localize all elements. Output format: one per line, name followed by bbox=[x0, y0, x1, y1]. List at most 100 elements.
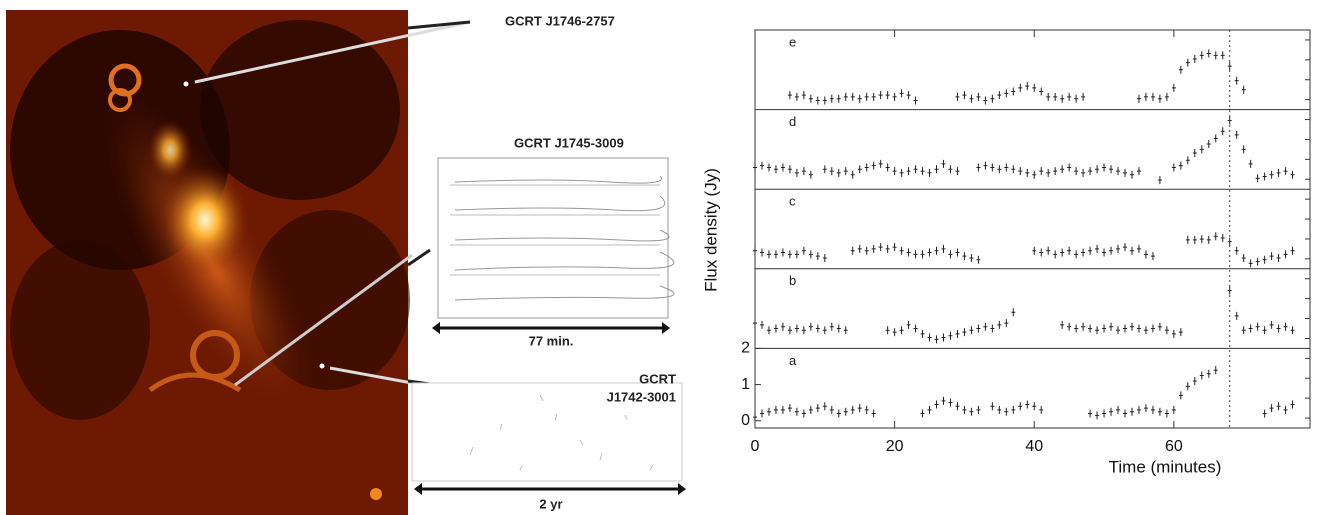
data-point bbox=[976, 324, 981, 333]
data-point bbox=[913, 96, 918, 105]
data-point bbox=[836, 168, 841, 177]
data-point bbox=[1276, 324, 1281, 333]
data-point bbox=[913, 324, 918, 333]
data-point bbox=[1143, 250, 1148, 259]
data-point bbox=[927, 405, 932, 414]
data-point bbox=[1192, 235, 1197, 244]
data-point bbox=[1213, 232, 1218, 241]
data-point bbox=[1088, 409, 1093, 418]
data-point bbox=[1234, 246, 1239, 255]
data-point bbox=[1171, 83, 1176, 92]
x-tick-label: 60 bbox=[1165, 438, 1183, 455]
data-point bbox=[1220, 127, 1225, 136]
data-point bbox=[794, 168, 799, 177]
data-point bbox=[1018, 402, 1023, 411]
data-point bbox=[1220, 234, 1225, 243]
data-point bbox=[1220, 51, 1225, 60]
data-point bbox=[780, 163, 785, 172]
panel-label: b bbox=[789, 273, 796, 288]
data-point bbox=[1081, 168, 1086, 177]
data-point bbox=[1067, 322, 1072, 331]
plot-frame bbox=[754, 29, 1311, 429]
data-point bbox=[1241, 326, 1246, 335]
data-point bbox=[983, 161, 988, 170]
data-point bbox=[753, 163, 757, 172]
data-point bbox=[801, 246, 806, 255]
data-point bbox=[1283, 322, 1288, 331]
data-point bbox=[766, 326, 771, 335]
data-point bbox=[801, 409, 806, 418]
data-point bbox=[794, 324, 799, 333]
data-point bbox=[976, 163, 981, 172]
data-point bbox=[843, 167, 848, 176]
data-point bbox=[892, 92, 897, 101]
data-point bbox=[906, 91, 911, 100]
data-point bbox=[836, 94, 841, 103]
data-point bbox=[1011, 87, 1016, 96]
data-point bbox=[843, 407, 848, 416]
data-point bbox=[1234, 311, 1239, 320]
data-point bbox=[1109, 322, 1114, 331]
data-point bbox=[899, 89, 904, 98]
data-point bbox=[780, 405, 785, 414]
data-point bbox=[773, 405, 778, 414]
data-point bbox=[815, 252, 820, 261]
data-point bbox=[794, 407, 799, 416]
data-point bbox=[878, 243, 883, 252]
data-point bbox=[780, 322, 785, 331]
data-point bbox=[1067, 246, 1072, 255]
data-point bbox=[850, 92, 855, 101]
data-point bbox=[1136, 244, 1141, 253]
data-point bbox=[829, 405, 834, 414]
data-point bbox=[920, 329, 925, 338]
data-point bbox=[822, 253, 827, 262]
data-point bbox=[829, 94, 834, 103]
data-point bbox=[1123, 243, 1127, 252]
data-point bbox=[1192, 54, 1197, 63]
data-point bbox=[1178, 328, 1183, 337]
data-point bbox=[1269, 252, 1274, 261]
data-point bbox=[1213, 366, 1218, 375]
data-point bbox=[1276, 402, 1281, 411]
data-point bbox=[948, 331, 953, 340]
data-point bbox=[1102, 163, 1107, 172]
data-point bbox=[1192, 376, 1197, 385]
x-tick-label: 20 bbox=[886, 438, 904, 455]
source-label: GCRT bbox=[639, 371, 676, 386]
data-point bbox=[1241, 145, 1246, 154]
data-point bbox=[1262, 409, 1267, 418]
data-point bbox=[1095, 244, 1100, 253]
data-point bbox=[1262, 326, 1267, 335]
data-point bbox=[1025, 400, 1030, 409]
data-point bbox=[808, 322, 813, 331]
data-point bbox=[1004, 163, 1009, 172]
data-point bbox=[1088, 324, 1093, 333]
data-point bbox=[1074, 324, 1079, 333]
data-point bbox=[1290, 400, 1295, 409]
data-point bbox=[1109, 407, 1114, 416]
data-point bbox=[864, 163, 869, 172]
data-point bbox=[1046, 168, 1051, 177]
data-point bbox=[927, 248, 932, 257]
data-point bbox=[1206, 369, 1211, 378]
data-point bbox=[759, 161, 764, 170]
data-point bbox=[955, 402, 960, 411]
data-point bbox=[1095, 326, 1100, 335]
data-point bbox=[1095, 411, 1100, 420]
data-point bbox=[948, 250, 953, 259]
data-point bbox=[829, 322, 834, 331]
data-point bbox=[1129, 170, 1134, 179]
data-point bbox=[962, 252, 967, 261]
data-point bbox=[1213, 51, 1218, 60]
data-point bbox=[1046, 246, 1051, 255]
data-point bbox=[1150, 324, 1155, 333]
data-point bbox=[1074, 250, 1079, 259]
data-point bbox=[850, 405, 855, 414]
data-point bbox=[1171, 405, 1176, 414]
data-point bbox=[787, 326, 792, 335]
data-point bbox=[1171, 163, 1176, 172]
data-point bbox=[808, 405, 813, 414]
panel-label: c bbox=[789, 194, 796, 209]
data-point bbox=[773, 250, 778, 259]
data-point bbox=[1157, 407, 1162, 416]
